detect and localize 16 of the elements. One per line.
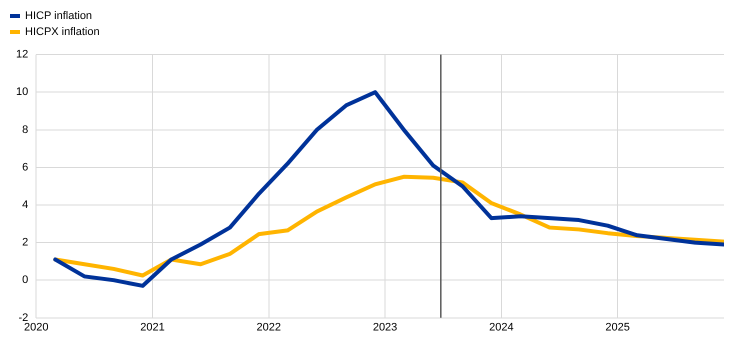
y-tick-label: 0 <box>22 274 28 286</box>
legend-label: HICPX inflation <box>25 25 100 40</box>
x-tick-label: 2023 <box>372 321 398 334</box>
x-tick-label: 2022 <box>256 321 282 334</box>
y-tick-label: 6 <box>22 161 28 174</box>
y-tick-label: 8 <box>22 124 28 136</box>
x-tick-label: 2024 <box>489 321 514 334</box>
y-tick-label: -2 <box>18 312 28 324</box>
y-tick-label: 2 <box>22 236 28 249</box>
x-tick-label: 2020 <box>24 321 48 334</box>
x-tick-label: 2021 <box>140 321 165 334</box>
legend-label: HICP inflation <box>25 9 92 24</box>
y-tick-label: 12 <box>16 48 28 61</box>
x-tick-label: 2025 <box>605 321 630 334</box>
y-tick-label: 10 <box>16 86 28 98</box>
y-tick-label: 4 <box>22 199 28 212</box>
